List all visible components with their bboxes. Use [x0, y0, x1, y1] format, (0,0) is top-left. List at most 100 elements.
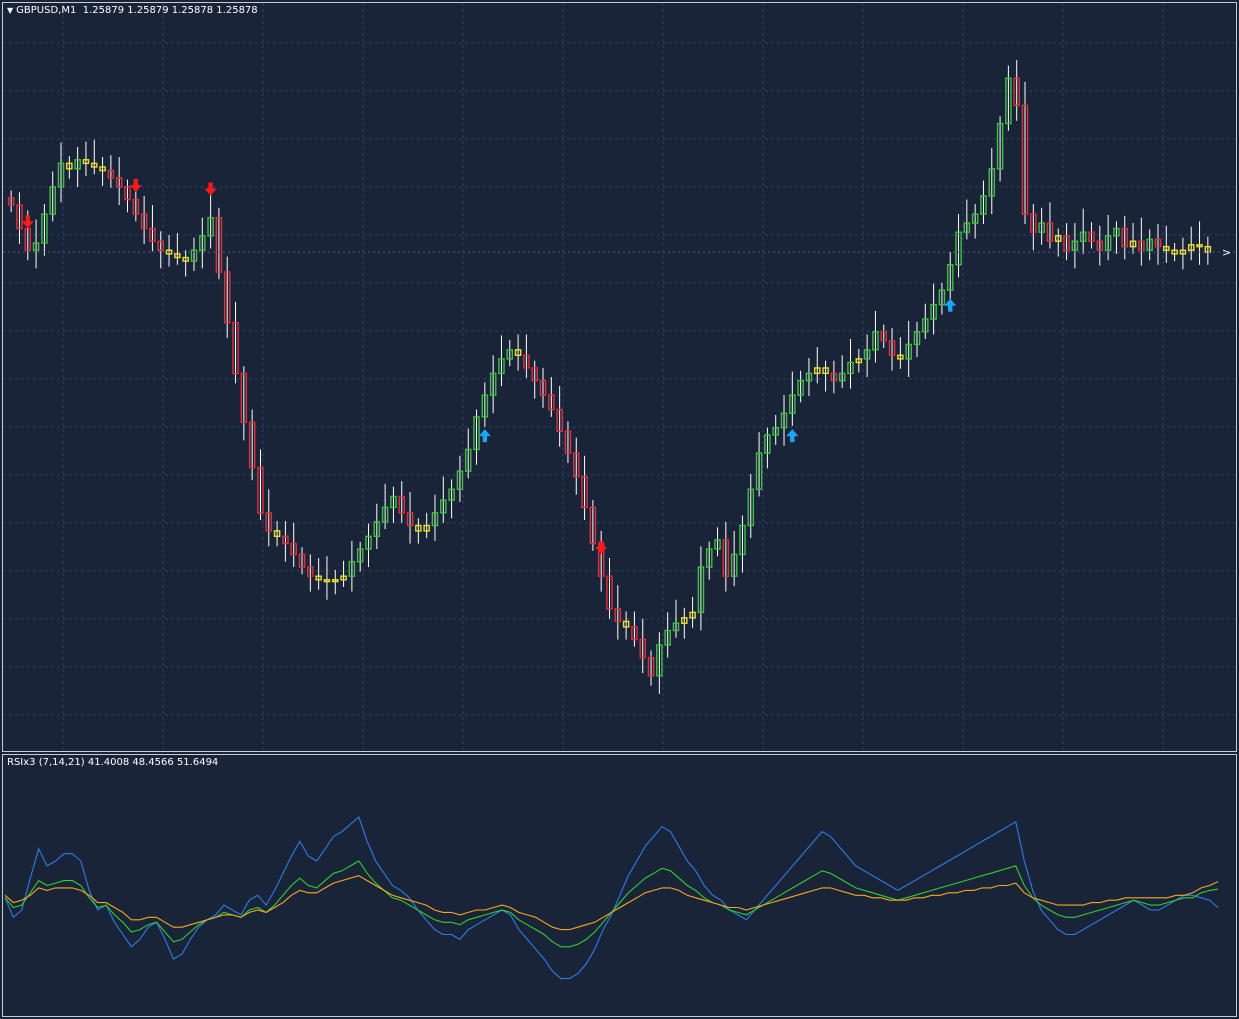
candle-body	[631, 626, 638, 641]
candle	[739, 515, 746, 573]
candle-body	[190, 249, 198, 262]
candle-body	[1179, 249, 1187, 255]
candle-body	[564, 430, 572, 454]
candle-body	[107, 169, 115, 179]
candle-body	[1013, 77, 1020, 107]
candle	[481, 382, 489, 427]
candle-body	[797, 379, 804, 396]
candle	[872, 310, 879, 363]
candle-body	[656, 644, 663, 677]
candle-body	[273, 530, 281, 538]
candle	[464, 428, 472, 479]
candle	[1088, 222, 1095, 249]
candle	[730, 530, 738, 587]
candle	[448, 479, 455, 519]
candle	[115, 157, 123, 205]
candle-body	[880, 331, 888, 342]
candle	[41, 204, 48, 256]
candle	[1187, 226, 1195, 261]
candle-body	[606, 575, 613, 610]
candle-body	[639, 638, 647, 659]
candle	[938, 282, 946, 315]
candle	[681, 607, 688, 639]
candle-body	[24, 227, 32, 251]
candle	[523, 334, 530, 378]
candle	[348, 540, 356, 592]
candle	[66, 156, 73, 179]
candle-body	[157, 240, 165, 251]
candle	[99, 157, 106, 186]
candlestick-chart[interactable]: >	[3, 3, 1236, 751]
candle	[1129, 223, 1137, 254]
candle	[863, 334, 871, 377]
candle-body	[1021, 104, 1029, 215]
candle	[373, 503, 381, 549]
candle	[897, 337, 904, 369]
candle-body	[456, 470, 464, 490]
buy-arrow-icon	[478, 429, 491, 443]
candle	[1179, 237, 1187, 270]
candle	[930, 283, 937, 335]
candle-body	[7, 197, 15, 206]
candle	[722, 521, 730, 592]
candle	[789, 371, 796, 426]
candle	[514, 334, 522, 371]
candle	[880, 324, 888, 349]
candle	[922, 303, 929, 339]
candle-body	[980, 195, 987, 215]
candle	[1096, 225, 1104, 266]
candle-body	[581, 475, 588, 509]
candle	[298, 547, 306, 575]
candle-body	[955, 231, 962, 266]
candle	[1196, 221, 1203, 265]
candle	[415, 518, 422, 544]
candle	[215, 207, 223, 280]
candle-body	[199, 235, 206, 251]
candle-body	[240, 372, 248, 423]
candle	[747, 473, 755, 539]
candle-body	[248, 421, 256, 469]
candle	[1113, 221, 1120, 254]
candle-body	[1154, 238, 1162, 248]
symbol-menu-triangle-icon[interactable]: ▼	[7, 6, 14, 15]
rsi-indicator-pane[interactable]: RSIx3 (7,14,21) 41.4008 48.4566 51.6494	[2, 754, 1237, 1017]
candle-body	[1196, 244, 1203, 248]
candle-body	[971, 213, 979, 224]
candle-body	[49, 186, 56, 215]
buy-arrow-icon	[944, 298, 957, 312]
candle-body	[922, 318, 929, 333]
candle-body	[888, 340, 896, 356]
candle-body	[398, 495, 406, 514]
candle-body	[664, 629, 671, 646]
candle-body	[1146, 238, 1153, 251]
price-grid	[3, 3, 1236, 751]
candle	[340, 560, 347, 588]
candles	[7, 60, 1212, 694]
candle-body	[373, 521, 381, 538]
candle-body	[556, 408, 563, 433]
candle-body	[747, 488, 755, 527]
candle	[905, 320, 912, 377]
candle-body	[473, 416, 480, 451]
price-chart-pane[interactable]: > ▼ GBPUSD,M1 1.25879 1.25879 1.25878 1.2…	[2, 2, 1237, 752]
candle	[639, 618, 647, 674]
candle	[805, 357, 813, 397]
candle	[714, 527, 721, 557]
candle-body	[730, 553, 738, 577]
candle-body	[489, 372, 497, 396]
candle	[90, 139, 98, 175]
candle-body	[589, 506, 597, 545]
candle	[996, 116, 1004, 182]
candle-body	[847, 361, 854, 375]
candle-body	[57, 162, 65, 188]
candle-body	[722, 539, 730, 577]
candle-body	[16, 204, 23, 230]
rsi-chart[interactable]	[3, 755, 1236, 1016]
candle	[980, 180, 987, 225]
candle-body	[739, 524, 746, 556]
candle-body	[381, 506, 389, 523]
candle-body	[32, 242, 40, 251]
candle	[489, 355, 497, 414]
candle-body	[1129, 240, 1137, 248]
sell-arrow-icon	[21, 215, 34, 229]
